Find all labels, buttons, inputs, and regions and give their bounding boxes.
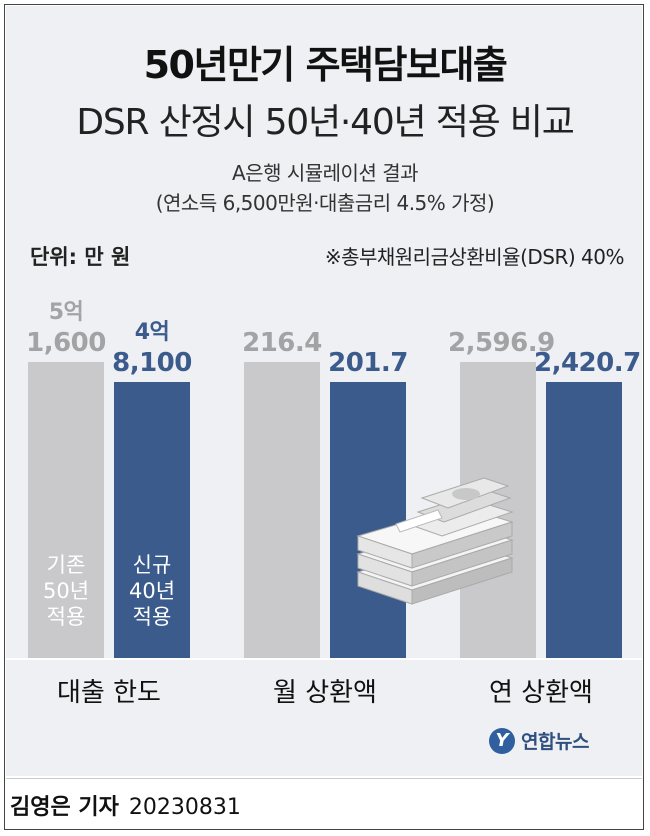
category-label-1: 대출 한도	[57, 678, 161, 708]
bar-new-3	[546, 382, 622, 658]
byline: 김영은 기자 20230831	[10, 789, 241, 821]
assumption-note: (연소득 6,500만원·대출금리 4.5% 가정)	[155, 191, 495, 215]
yonhap-logo-text: 연합뉴스	[521, 731, 589, 753]
value-label-old-2: 216.4	[242, 328, 322, 358]
dsr-note: ※총부채원리금상환비율(DSR) 40%	[324, 245, 625, 269]
simulation-note: A은행 시뮬레이션 결과	[232, 161, 419, 185]
publish-date: 20230831	[128, 795, 241, 820]
series-label-old: 기존 50년 적용	[42, 553, 90, 629]
value-label-new-3: 2,420.7	[534, 348, 641, 378]
money-stack-icon	[356, 477, 514, 605]
page-subtitle: DSR 산정시 50년·40년 적용 비교	[76, 102, 575, 143]
value-label-new-2: 201.7	[328, 348, 408, 378]
bar-new-2	[330, 382, 406, 658]
yonhap-logo: Y 연합뉴스	[489, 727, 589, 754]
yonhap-logo-icon: Y	[489, 727, 515, 754]
bar-old-2	[244, 362, 320, 658]
value-label-old-3: 2,596.9	[448, 328, 555, 358]
page-title: 50년만기 주택담보대출	[143, 43, 508, 87]
infographic-frame	[4, 4, 644, 830]
footer-divider	[6, 778, 642, 779]
chart-panel	[6, 6, 642, 776]
bar-old-1	[28, 362, 104, 658]
series-label-new: 신규 40년 적용	[128, 553, 176, 629]
value-label-old-1: 5억 1,600	[26, 300, 106, 358]
reporter-name: 김영은 기자	[10, 795, 119, 820]
bar-new-1	[114, 382, 190, 658]
chart-baseline	[6, 658, 642, 660]
category-label-2: 월 상환액	[273, 678, 377, 708]
unit-label: 단위: 만 원	[30, 245, 131, 269]
category-label-3: 연 상환액	[489, 678, 593, 708]
value-label-new-1: 4억 8,100	[112, 320, 192, 378]
